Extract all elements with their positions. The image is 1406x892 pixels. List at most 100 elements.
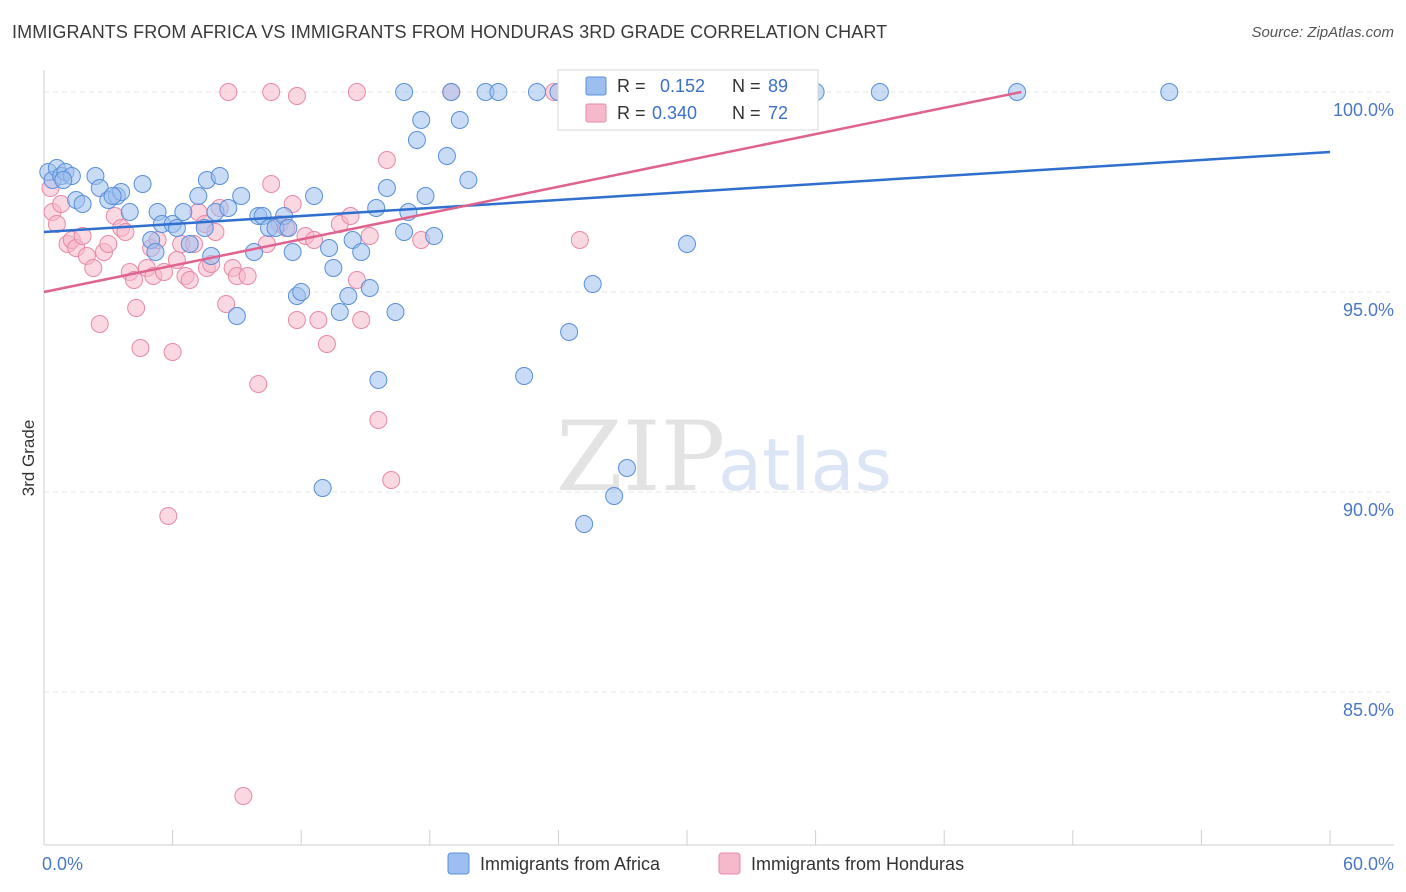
point-africa bbox=[180, 235, 199, 253]
point-africa bbox=[527, 83, 546, 101]
point-africa bbox=[305, 187, 324, 205]
legend-label-honduras: Immigrants from Honduras bbox=[751, 854, 964, 874]
point-honduras bbox=[234, 787, 253, 805]
axes bbox=[43, 70, 1394, 846]
point-honduras bbox=[73, 227, 92, 245]
legend-swatch-africa bbox=[447, 852, 470, 875]
y-tick-label: 95.0% bbox=[1343, 300, 1394, 320]
trend-line-africa bbox=[43, 150, 1331, 234]
point-honduras bbox=[382, 471, 401, 489]
point-africa bbox=[377, 179, 396, 197]
point-honduras bbox=[360, 227, 379, 245]
chart-title: IMMIGRANTS FROM AFRICA VS IMMIGRANTS FRO… bbox=[12, 22, 888, 42]
point-honduras bbox=[317, 335, 336, 353]
point-africa bbox=[189, 187, 208, 205]
point-honduras bbox=[347, 271, 366, 289]
stats-legend: R = 0.152 N = 89 R = 0.340 N = 72 bbox=[557, 69, 819, 131]
watermark: ZIP atlas bbox=[556, 401, 892, 513]
point-africa bbox=[195, 219, 214, 237]
point-honduras bbox=[90, 315, 109, 333]
point-honduras bbox=[217, 295, 236, 313]
legend-label-africa: Immigrants from Africa bbox=[480, 854, 661, 874]
point-honduras bbox=[47, 215, 66, 233]
point-africa bbox=[369, 371, 388, 389]
point-africa bbox=[437, 147, 456, 165]
source-label: Source: ZipAtlas.com bbox=[1251, 24, 1394, 41]
point-africa bbox=[352, 243, 371, 261]
point-africa bbox=[320, 239, 339, 257]
point-honduras bbox=[127, 299, 146, 317]
point-africa bbox=[575, 515, 594, 533]
point-africa bbox=[442, 83, 461, 101]
point-africa bbox=[279, 219, 298, 237]
point-africa bbox=[313, 479, 332, 497]
point-honduras bbox=[249, 375, 268, 393]
point-honduras bbox=[131, 339, 150, 357]
point-africa bbox=[360, 279, 379, 297]
x-tick-label-min: 0.0% bbox=[42, 854, 83, 874]
point-honduras bbox=[570, 231, 589, 249]
point-honduras bbox=[262, 175, 281, 193]
stats-n-value-africa: 89 bbox=[768, 76, 788, 96]
point-africa bbox=[167, 219, 186, 237]
point-honduras bbox=[352, 311, 371, 329]
point-africa bbox=[339, 287, 358, 305]
point-honduras bbox=[305, 231, 324, 249]
stats-n-value-honduras: 72 bbox=[768, 103, 788, 123]
point-africa bbox=[73, 195, 92, 213]
stats-n-label-africa: N = bbox=[732, 76, 761, 96]
point-honduras bbox=[219, 83, 238, 101]
point-honduras bbox=[262, 83, 281, 101]
point-africa bbox=[425, 227, 444, 245]
point-africa bbox=[617, 459, 636, 477]
point-africa bbox=[395, 83, 414, 101]
y-tick-labels: 85.0% 90.0% 95.0% 100.0% bbox=[1333, 100, 1394, 720]
point-africa bbox=[54, 171, 73, 189]
point-honduras bbox=[84, 259, 103, 277]
point-africa bbox=[120, 203, 139, 221]
point-africa bbox=[367, 199, 386, 217]
point-africa bbox=[103, 187, 122, 205]
point-honduras bbox=[159, 507, 178, 525]
point-honduras bbox=[125, 271, 144, 289]
point-honduras bbox=[377, 151, 396, 169]
y-tick-label: 100.0% bbox=[1333, 100, 1394, 120]
point-honduras bbox=[341, 207, 360, 225]
point-africa bbox=[146, 243, 165, 261]
point-africa bbox=[416, 187, 435, 205]
x-tick-label-max: 60.0% bbox=[1343, 854, 1394, 874]
grid-lines bbox=[44, 91, 1394, 693]
point-africa bbox=[232, 187, 251, 205]
point-honduras bbox=[309, 311, 328, 329]
y-axis-label: 3rd Grade bbox=[19, 420, 38, 497]
point-africa bbox=[210, 167, 229, 185]
watermark-zip: ZIP bbox=[556, 401, 725, 513]
point-africa bbox=[450, 111, 469, 129]
point-africa bbox=[292, 283, 311, 301]
point-honduras bbox=[99, 235, 118, 253]
point-africa bbox=[459, 171, 478, 189]
point-africa bbox=[678, 235, 696, 253]
point-honduras bbox=[180, 271, 199, 289]
trend-lines bbox=[43, 90, 1331, 294]
point-honduras bbox=[287, 87, 306, 105]
point-africa bbox=[324, 259, 343, 277]
point-africa bbox=[560, 323, 579, 341]
stats-n-label-honduras: N = bbox=[732, 103, 761, 123]
legend-swatch-honduras bbox=[718, 852, 741, 875]
point-africa bbox=[133, 175, 152, 193]
point-africa bbox=[605, 487, 624, 505]
stats-r-label-africa: R = bbox=[617, 76, 646, 96]
watermark-atlas: atlas bbox=[718, 423, 892, 507]
stats-swatch-africa bbox=[585, 76, 607, 96]
y-tick-label: 90.0% bbox=[1343, 500, 1394, 520]
point-africa bbox=[1160, 83, 1179, 101]
point-africa bbox=[386, 303, 405, 321]
point-honduras bbox=[347, 83, 366, 101]
point-honduras bbox=[52, 195, 71, 213]
point-africa bbox=[395, 223, 414, 241]
y-tick-label: 85.0% bbox=[1343, 700, 1394, 720]
trend-line-honduras bbox=[43, 90, 1022, 294]
point-africa bbox=[407, 131, 426, 149]
